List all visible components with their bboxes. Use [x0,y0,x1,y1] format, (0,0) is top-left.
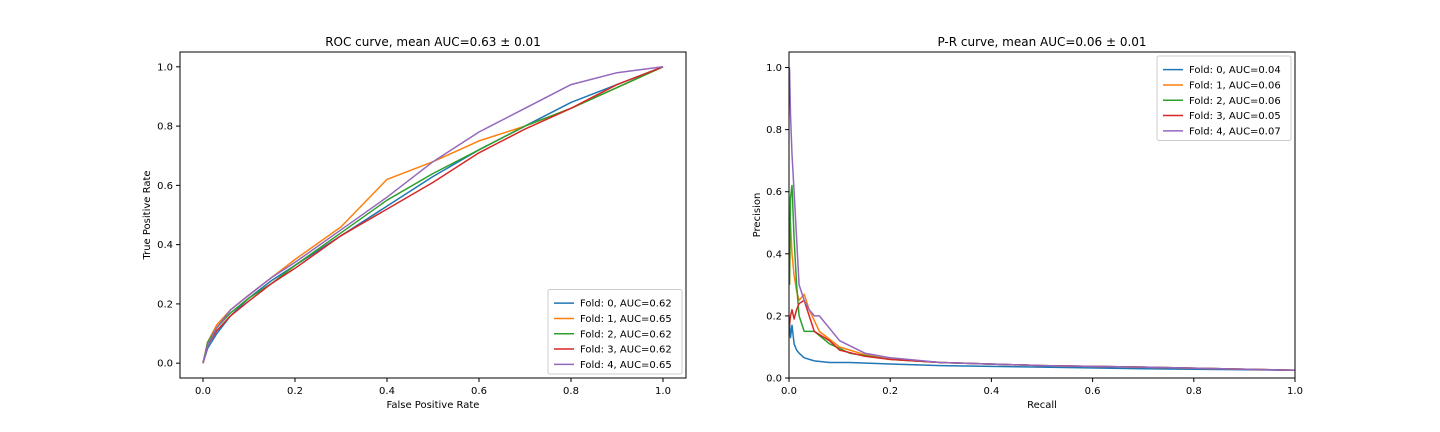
pr-plot-frame [788,51,1296,379]
roc-legend-label-0: Fold: 0, AUC=0.62 [580,299,672,310]
pr-chart-title: P-R curve, mean AUC=0.06 ± 0.01 [937,35,1146,49]
roc-series-line-3 [202,66,664,364]
pr-legend-label-3: Fold: 3, AUC=0.05 [1189,111,1281,122]
pr-legend-label-2: Fold: 2, AUC=0.06 [1189,96,1281,107]
pr-x-ticks: 0.0 0.2 0.4 0.6 0.8 1.0 [781,378,1303,397]
roc-chart-title: ROC curve, mean AUC=0.63 ± 0.01 [325,35,541,49]
roc-y-tick-label: 0.8 [157,122,173,133]
roc-x-tick-label: 0.6 [471,386,487,397]
roc-y-tick-label: 0.0 [157,359,173,370]
roc-x-tick-label: 0.0 [195,386,211,397]
pr-x-tick-label: 1.0 [1287,386,1303,397]
roc-series-line-4 [202,66,664,364]
pr-y-tick-label: 0.8 [766,125,782,136]
roc-series-group [202,66,664,364]
pr-x-tick-label: 0.6 [1085,386,1101,397]
roc-y-tick-label: 0.6 [157,181,173,192]
pr-y-tick-label: 0.4 [766,249,782,260]
roc-legend: Fold: 0, AUC=0.62 Fold: 1, AUC=0.65 Fold: … [547,289,683,375]
roc-x-tick-label: 0.4 [379,386,395,397]
roc-legend-label-4: Fold: 4, AUC=0.65 [580,360,672,371]
pr-series-line-4 [788,67,1296,371]
pr-y-tick-label: 0.6 [766,187,782,198]
roc-legend-label-1: Fold: 1, AUC=0.65 [580,314,672,325]
pr-legend-label-1: Fold: 1, AUC=0.06 [1189,80,1281,91]
roc-legend-box [547,289,683,375]
pr-y-tick-label: 1.0 [766,63,782,74]
roc-y-axis-label: True Positive Rate [142,170,153,260]
roc-x-tick-label: 1.0 [655,386,671,397]
roc-x-tick-label: 0.8 [563,386,579,397]
roc-x-axis-label: False Positive Rate [387,400,480,411]
pr-legend-box [1156,55,1292,141]
roc-y-tick-label: 0.4 [157,240,173,251]
pr-x-tick-label: 0.2 [882,386,898,397]
roc-legend-label-2: Fold: 2, AUC=0.62 [580,329,672,340]
pr-x-tick-label: 0.0 [781,386,797,397]
roc-y-tick-label: 0.2 [157,299,173,310]
pr-legend: Fold: 0, AUC=0.04 Fold: 1, AUC=0.06 Fold: … [1156,55,1292,141]
pr-series-line-0 [788,322,1296,371]
roc-chart: ROC curve, mean AUC=0.63 ± 0.01 0.0 0.2 0.… [142,35,687,411]
pr-y-ticks: 0.0 0.2 0.4 0.6 0.8 1.0 [766,63,789,385]
pr-series-group [788,67,1296,371]
pr-y-tick-label: 0.0 [766,374,782,385]
roc-x-ticks: 0.0 0.2 0.4 0.6 0.8 1.0 [195,378,671,397]
roc-y-tick-label: 1.0 [157,62,173,73]
roc-y-ticks: 0.0 0.2 0.4 0.6 0.8 1.0 [157,62,180,370]
pr-chart: P-R curve, mean AUC=0.06 ± 0.01 0.0 0.2 0.… [752,35,1303,411]
pr-legend-label-4: Fold: 4, AUC=0.07 [1189,126,1281,137]
pr-x-tick-label: 0.8 [1186,386,1202,397]
pr-x-axis-label: Recall [1027,400,1057,411]
pr-y-tick-label: 0.2 [766,311,782,322]
pr-y-axis-label: Precision [752,193,763,238]
pr-legend-label-0: Fold: 0, AUC=0.04 [1189,65,1281,76]
pr-x-tick-label: 0.4 [983,386,999,397]
roc-plot-frame [179,51,687,379]
roc-legend-label-3: Fold: 3, AUC=0.62 [580,345,672,356]
roc-x-tick-label: 0.2 [287,386,303,397]
